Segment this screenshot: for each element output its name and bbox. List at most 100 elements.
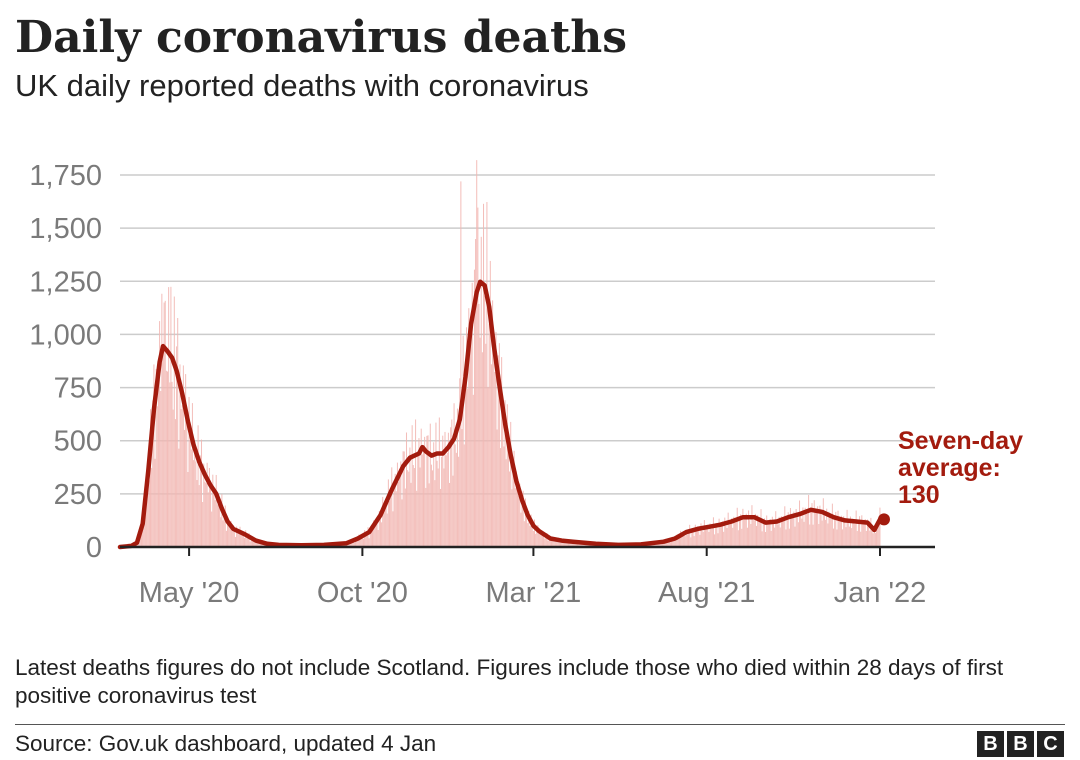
daily-deaths-bar xyxy=(571,543,573,547)
annotation-line: Seven-day xyxy=(898,427,1023,455)
daily-deaths-bar xyxy=(416,490,418,547)
daily-deaths-bar xyxy=(155,369,157,547)
daily-deaths-bar xyxy=(368,538,370,547)
daily-deaths-bar xyxy=(376,517,378,547)
daily-deaths-bar xyxy=(212,474,214,547)
daily-deaths-bar xyxy=(386,513,388,547)
daily-deaths-bar xyxy=(814,510,816,547)
daily-deaths-bar xyxy=(514,488,516,547)
daily-deaths-bar xyxy=(464,386,466,547)
daily-deaths-bar xyxy=(151,467,153,547)
daily-deaths-bar xyxy=(426,435,428,547)
daily-deaths-bar xyxy=(518,495,520,547)
footnote: Latest deaths figures do not include Sco… xyxy=(15,655,1004,708)
daily-deaths-bar xyxy=(454,444,456,547)
daily-deaths-bar xyxy=(831,503,833,547)
daily-deaths-bar xyxy=(501,357,503,547)
daily-deaths-bar xyxy=(247,535,249,547)
daily-deaths-bar xyxy=(357,540,359,547)
daily-deaths-bar xyxy=(779,527,781,547)
daily-deaths-bar xyxy=(436,460,438,547)
daily-deaths-bar xyxy=(675,540,677,547)
daily-deaths-bar xyxy=(668,539,670,547)
daily-deaths-bar xyxy=(150,409,152,547)
daily-deaths-bar xyxy=(459,378,461,547)
daily-deaths-bar xyxy=(753,520,755,547)
daily-deaths-bar xyxy=(208,467,210,547)
daily-deaths-bar xyxy=(758,521,760,547)
daily-deaths-bar xyxy=(714,534,716,547)
daily-deaths-bar xyxy=(377,529,379,547)
daily-deaths-bar xyxy=(819,505,821,547)
daily-deaths-bar xyxy=(446,452,448,547)
daily-deaths-bar xyxy=(523,521,525,547)
daily-deaths-bar xyxy=(865,530,867,547)
daily-deaths-bar xyxy=(255,541,257,547)
daily-deaths-bar xyxy=(163,302,165,547)
daily-deaths-bar xyxy=(187,471,189,547)
daily-deaths-bar xyxy=(171,381,173,547)
daily-deaths-bar xyxy=(566,540,568,547)
daily-deaths-bar xyxy=(544,538,546,547)
daily-deaths-bar xyxy=(823,514,825,547)
daily-deaths-bar xyxy=(718,518,720,547)
daily-deaths-bar xyxy=(439,488,441,547)
daily-deaths-bar xyxy=(685,529,687,547)
daily-deaths-bar xyxy=(816,510,818,547)
daily-deaths-bar xyxy=(838,517,840,547)
daily-deaths-bar xyxy=(494,371,496,547)
daily-deaths-bar xyxy=(455,452,457,547)
daily-deaths-bar xyxy=(672,540,674,547)
daily-deaths-bar xyxy=(165,370,167,547)
daily-deaths-bar xyxy=(692,528,694,547)
daily-deaths-bar xyxy=(549,538,551,547)
daily-deaths-bar xyxy=(257,541,259,547)
daily-deaths-bar xyxy=(438,417,440,547)
x-tick-label: Jan '22 xyxy=(834,577,927,609)
daily-deaths-bar xyxy=(419,467,421,547)
daily-deaths-bar xyxy=(225,530,227,547)
daily-deaths-bar xyxy=(766,515,768,547)
daily-deaths-bar xyxy=(731,518,733,547)
daily-deaths-bar xyxy=(793,511,795,547)
daily-deaths-bar xyxy=(697,526,699,547)
daily-deaths-bar xyxy=(160,390,162,547)
daily-deaths-bar xyxy=(472,394,474,547)
daily-deaths-bar xyxy=(749,520,751,547)
daily-deaths-bar xyxy=(836,529,838,547)
daily-deaths-bar xyxy=(359,538,361,547)
daily-deaths-bar xyxy=(358,534,360,547)
daily-deaths-bar xyxy=(555,539,557,547)
daily-deaths-bar xyxy=(879,507,881,547)
y-tick-label: 750 xyxy=(54,373,102,405)
y-tick-label: 1,000 xyxy=(29,319,102,351)
daily-deaths-bar xyxy=(487,387,489,547)
daily-deaths-bar xyxy=(429,423,431,547)
daily-deaths-bar xyxy=(468,308,470,547)
daily-deaths-bar xyxy=(162,351,164,547)
daily-deaths-bar xyxy=(854,524,856,547)
daily-deaths-bar xyxy=(577,543,579,547)
daily-deaths-bar xyxy=(745,513,747,547)
daily-deaths-bar xyxy=(177,317,179,547)
daily-deaths-bar xyxy=(847,521,849,547)
daily-deaths-bar xyxy=(374,525,376,547)
daily-deaths-bar xyxy=(420,428,422,547)
daily-deaths-bar xyxy=(493,350,495,547)
y-tick-label: 500 xyxy=(54,426,102,458)
daily-deaths-bar xyxy=(444,431,446,547)
daily-deaths-bar xyxy=(762,520,764,547)
daily-deaths-bar xyxy=(876,524,878,547)
daily-deaths-bar xyxy=(671,537,673,547)
daily-deaths-bar xyxy=(520,512,522,547)
daily-deaths-bar xyxy=(556,541,558,547)
daily-deaths-bar xyxy=(708,531,710,547)
y-tick-label: 1,750 xyxy=(29,160,102,192)
daily-deaths-bar xyxy=(246,538,248,547)
daily-deaths-bar xyxy=(375,521,377,547)
daily-deaths-bar xyxy=(701,530,703,547)
daily-deaths-bar xyxy=(143,515,145,547)
daily-deaths-bar xyxy=(200,439,203,547)
daily-deaths-bar xyxy=(404,488,406,547)
daily-deaths-bar xyxy=(503,446,505,547)
